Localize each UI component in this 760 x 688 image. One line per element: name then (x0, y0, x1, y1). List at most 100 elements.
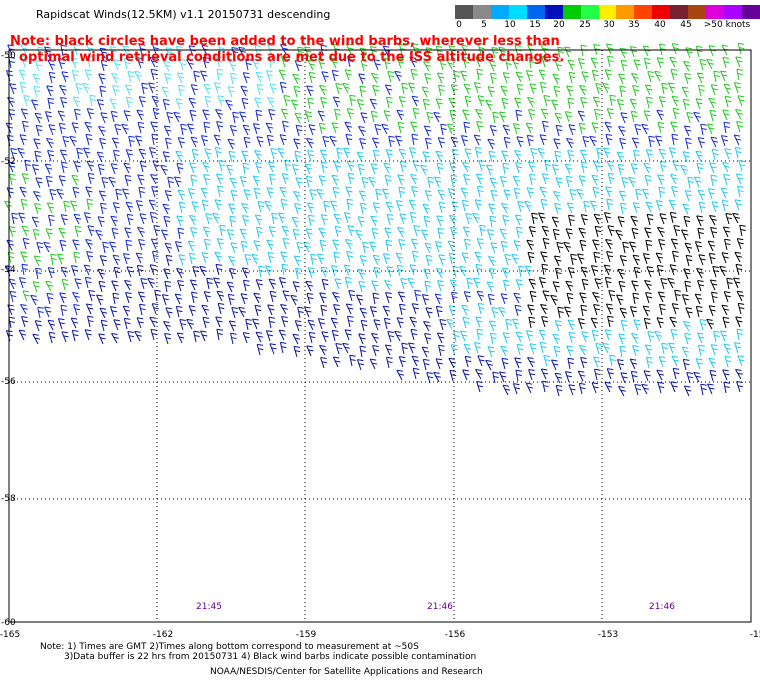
wind-barb (735, 108, 743, 120)
wind-barb (681, 294, 689, 306)
wind-barb (174, 241, 182, 253)
wind-barb (21, 56, 29, 68)
wind-barb (360, 202, 367, 215)
wind-barb (635, 188, 642, 201)
wind-barb (161, 294, 169, 306)
wind-barb (606, 251, 614, 263)
wind-barb (5, 122, 14, 134)
wind-barb (671, 303, 679, 315)
wind-barb (83, 212, 91, 224)
wind-barb (464, 95, 472, 108)
wind-barb (371, 280, 379, 292)
wind-barb (436, 162, 444, 175)
wind-barb (317, 253, 325, 265)
wind-barb (215, 173, 224, 185)
legend-color-bar (455, 5, 760, 19)
wind-barb (721, 252, 729, 264)
wind-barb (252, 123, 260, 135)
wind-barb (643, 57, 651, 70)
wind-barb (461, 199, 469, 212)
wind-barb (75, 82, 83, 95)
map-frame (8, 49, 752, 623)
wind-barb (306, 202, 315, 214)
wind-barb (438, 84, 445, 97)
wind-barb (148, 147, 156, 159)
wind-barb (478, 159, 486, 172)
wind-barb (397, 121, 405, 134)
wind-barb (450, 174, 457, 187)
wind-barb (47, 319, 56, 331)
wind-barb (733, 277, 741, 289)
wind-barb (186, 58, 194, 70)
wind-barb (99, 307, 108, 319)
wind-barb (646, 266, 654, 278)
wind-barb (203, 291, 211, 303)
legend-swatch (598, 5, 617, 19)
wind-barb (189, 162, 197, 174)
wind-barb (711, 291, 718, 304)
wind-barb (439, 318, 447, 331)
wind-barb (60, 266, 69, 278)
wind-barb (396, 264, 404, 277)
wind-barb (502, 72, 510, 84)
wind-barb (694, 241, 702, 253)
wind-barb (682, 203, 690, 215)
legend-swatch (562, 5, 581, 19)
wind-barb (167, 176, 174, 189)
wind-barb (360, 59, 368, 72)
wind-barb (527, 161, 536, 173)
wind-barb (371, 332, 379, 344)
wind-barb (70, 317, 79, 329)
wind-barb (514, 357, 522, 369)
wind-barb (578, 227, 586, 239)
wind-barb (475, 263, 483, 276)
wind-barb (189, 214, 197, 226)
wind-barb (18, 277, 26, 289)
wind-barb (102, 241, 109, 254)
wind-barb (463, 343, 472, 355)
wind-barb (9, 173, 16, 186)
wind-barb (356, 151, 365, 163)
wind-barb (321, 161, 328, 174)
wind-barb (647, 330, 655, 343)
wind-barb (477, 42, 485, 55)
wind-barb (162, 151, 170, 163)
wind-barb (433, 371, 441, 383)
wind-barb (604, 69, 612, 81)
wind-barb (605, 133, 613, 146)
wind-barb (319, 84, 327, 96)
wind-barb (320, 214, 328, 226)
wind-barb (318, 122, 326, 135)
wind-barb (150, 173, 158, 185)
wind-barb (266, 187, 274, 199)
wind-barb (707, 123, 715, 135)
wind-barb (723, 291, 731, 303)
legend-swatch (455, 5, 473, 19)
wind-barb (216, 68, 223, 81)
wind-barb (398, 96, 406, 108)
wind-barb (605, 238, 613, 250)
wind-barb (151, 186, 159, 198)
wind-barb (87, 225, 95, 237)
wind-barb (205, 212, 213, 225)
wind-barb (411, 95, 420, 107)
wind-barb (632, 254, 641, 266)
wind-barb (514, 149, 522, 161)
wind-barb (697, 280, 705, 292)
wind-barb (556, 241, 564, 254)
wind-barb (74, 108, 81, 121)
legend-swatch (724, 5, 742, 19)
wind-barb (590, 200, 598, 212)
wind-barb (658, 186, 665, 199)
wind-barb (279, 81, 287, 94)
wind-barb (254, 214, 263, 226)
wind-barb (280, 198, 288, 211)
wind-barb (737, 42, 745, 55)
wind-barb (449, 369, 457, 382)
wind-barb (97, 216, 105, 228)
wind-barb (292, 228, 300, 241)
wind-barb (657, 226, 665, 238)
wind-barb (226, 164, 234, 176)
wind-barb (109, 98, 118, 110)
wind-barb (396, 109, 404, 121)
